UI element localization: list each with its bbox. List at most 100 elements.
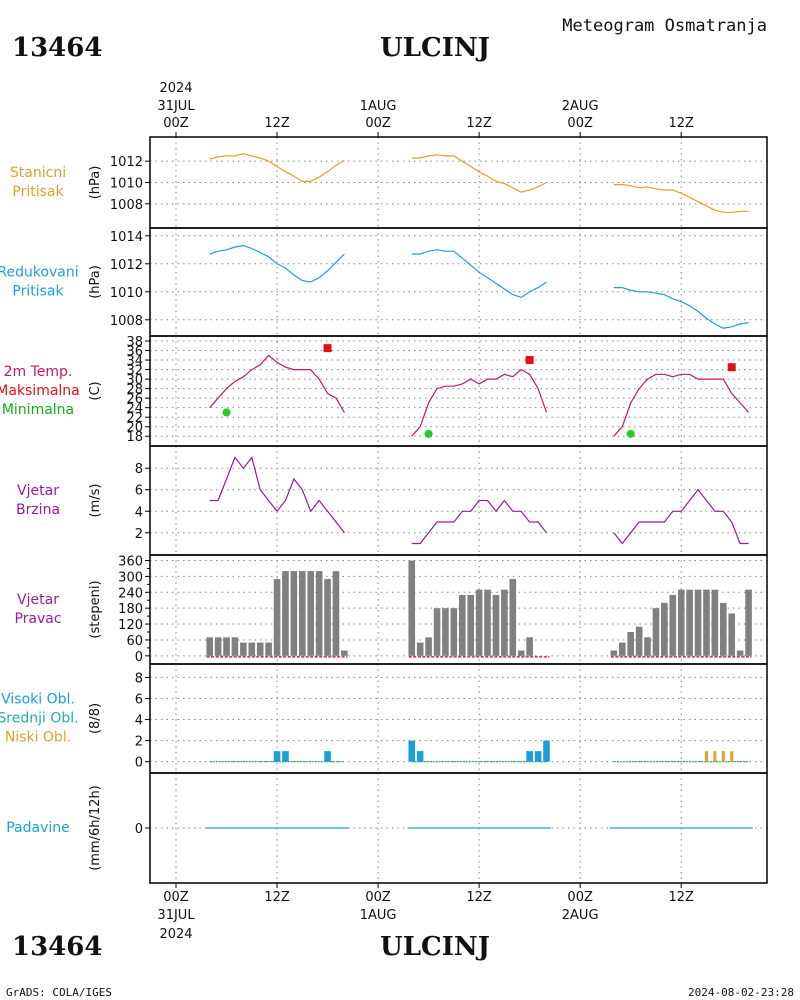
top-date-label: 2AUG <box>562 99 599 114</box>
direction-bar <box>677 589 685 656</box>
direction-bar <box>240 642 247 656</box>
credit-text: GrADS: COLA/IGES <box>6 986 112 999</box>
top-date-label: 31JUL <box>157 99 195 114</box>
cloud-bar <box>273 751 281 762</box>
direction-bar <box>408 560 416 656</box>
series-line <box>411 368 548 437</box>
cloud-bar <box>721 751 725 762</box>
y-tick-label: 4 <box>135 505 143 520</box>
top-time-axis-labels: 00Z 31JUL 2024 12Z 00Z 1AUG 12Z 00Z 2AUG 12Z <box>157 81 694 131</box>
direction-bar <box>509 579 517 656</box>
direction-bar <box>416 642 424 656</box>
direction-bar <box>315 571 323 656</box>
direction-bar <box>703 589 710 656</box>
y-tick-label: 20 <box>126 421 143 436</box>
panel-precipitation: 0 (mm/6h/12h) Padavine <box>6 772 768 884</box>
direction-bar <box>627 632 634 656</box>
direction-bar <box>475 589 483 656</box>
direction-bar <box>273 579 281 656</box>
product-title: Meteogram Osmatranja <box>562 16 767 36</box>
direction-bar <box>248 642 256 656</box>
direction-bar <box>686 589 693 656</box>
y-tick-label: 0 <box>135 650 143 665</box>
top-time-label: 12Z <box>668 116 694 131</box>
direction-bar <box>341 650 348 656</box>
max-temp-marker <box>727 363 736 372</box>
top-time-label: 12Z <box>466 116 492 131</box>
y-tick-label: 1012 <box>110 258 143 273</box>
y-tick-label: 8 <box>135 462 143 477</box>
direction-bar <box>745 589 752 656</box>
panel-label: Pritisak <box>12 184 64 200</box>
cloud-bar <box>543 740 550 762</box>
bottom-time-axis-labels: 00Z 31JUL 2024 12Z 00Z 1AUG 12Z 00Z 2AUG 12Z <box>157 890 694 942</box>
direction-bar <box>661 602 668 656</box>
y-axis-label: (C) <box>88 381 103 400</box>
direction-bar <box>256 642 264 656</box>
top-time-label: 00Z <box>365 116 391 131</box>
cloud-bar <box>704 751 708 762</box>
series-line <box>209 153 345 182</box>
top-time-label: 00Z <box>567 116 593 131</box>
timestamp-text: 2024-08-02-23:28 <box>688 986 794 999</box>
panel-clouds: 0 2 4 6 8 (8/8) Visoki Obl. Srednji Obl. Niski O… <box>0 663 768 774</box>
direction-bar <box>610 650 618 656</box>
y-tick-label: 32 <box>126 364 143 379</box>
bottom-time-label: 00Z <box>163 890 189 905</box>
y-tick-label: 1008 <box>110 198 143 213</box>
series-line <box>613 184 749 213</box>
direction-bar <box>501 589 508 656</box>
direction-bar <box>442 608 449 656</box>
y-tick-label: 30 <box>126 373 143 388</box>
direction-bar <box>711 589 719 656</box>
series-line <box>613 373 750 437</box>
direction-bar <box>223 637 230 656</box>
series-line <box>209 244 345 283</box>
panel-reduced-pressure: 1008 1010 1012 1014 (hPa) Redukovani Pritisak <box>0 227 768 337</box>
direction-bar <box>484 589 491 656</box>
y-tick-label: 1008 <box>110 314 143 329</box>
max-temp-marker <box>525 356 534 365</box>
y-tick-label: 22 <box>126 411 143 426</box>
y-tick-label: 240 <box>118 586 143 601</box>
bottom-time-label: 12Z <box>466 890 492 905</box>
direction-bar <box>492 594 500 656</box>
y-tick-label: 300 <box>118 570 143 585</box>
y-tick-label: 1014 <box>110 230 143 245</box>
y-axis-label: (8/8) <box>88 703 103 734</box>
direction-bar <box>618 642 626 656</box>
panel-frame <box>149 772 768 884</box>
station-name-top: ULCINJ <box>380 33 490 63</box>
panel-label: Vjetar <box>17 483 59 499</box>
station-name-bottom: ULCINJ <box>380 932 490 962</box>
series-line <box>411 154 547 193</box>
bottom-date-label: 2AUG <box>562 908 599 923</box>
bottom-date-label: 31JUL <box>157 908 195 923</box>
top-year-label: 2024 <box>159 81 192 96</box>
bottom-time-label: 00Z <box>365 890 391 905</box>
panel-frame <box>149 445 768 556</box>
panel-label: Redukovani <box>0 265 79 281</box>
cloud-bar <box>713 751 717 762</box>
direction-bar <box>282 571 289 656</box>
max-temp-marker <box>323 344 332 353</box>
top-time-label: 00Z <box>163 116 189 131</box>
series-line <box>411 249 547 299</box>
y-tick-label: 1010 <box>110 177 143 192</box>
direction-bar <box>458 594 466 656</box>
bottom-time-label: 12Z <box>668 890 694 905</box>
direction-bar <box>450 608 458 656</box>
panel-label: Maksimalna <box>0 383 80 399</box>
y-tick-label: 6 <box>135 484 143 499</box>
panel-frame <box>149 335 768 447</box>
bottom-time-label: 12Z <box>264 890 290 905</box>
cloud-bar <box>408 740 416 762</box>
direction-bar <box>736 650 744 656</box>
panel-label: Brzina <box>16 502 60 518</box>
y-tick-label: 24 <box>126 402 143 417</box>
series-line <box>209 354 345 413</box>
direction-bar <box>652 608 660 656</box>
panel-station-pressure: 1008 1010 1012 (hPa) Stanicni Pritisak <box>10 136 768 229</box>
direction-bar <box>425 637 432 656</box>
